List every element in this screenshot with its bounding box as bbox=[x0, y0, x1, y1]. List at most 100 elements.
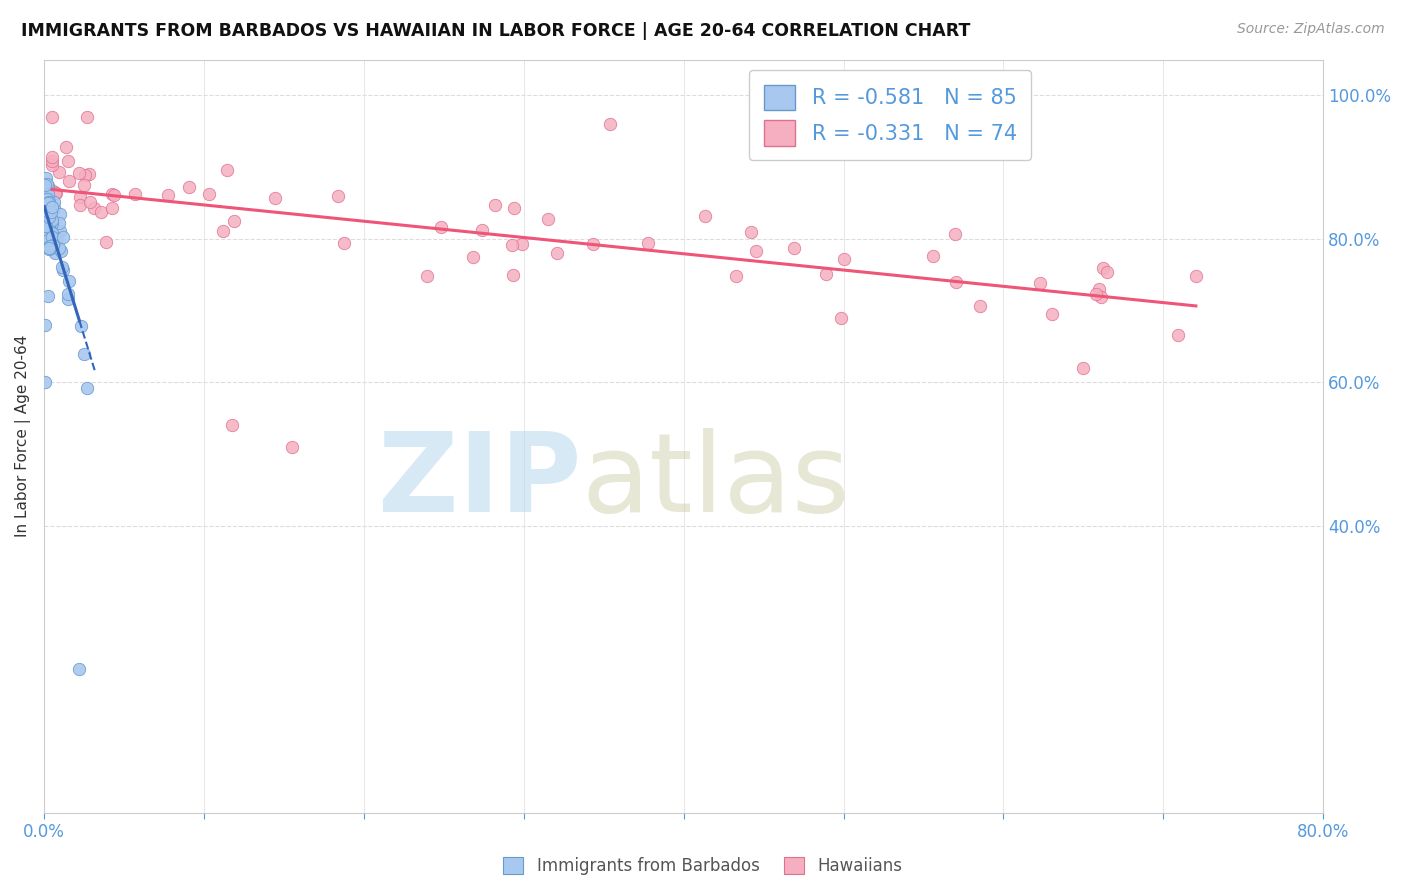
Point bbox=[58, 174, 80, 188]
Point bbox=[103, 187, 125, 202]
Point bbox=[537, 211, 560, 226]
Point bbox=[34, 204, 56, 219]
Point bbox=[599, 117, 621, 131]
Point bbox=[695, 209, 717, 223]
Point bbox=[73, 168, 96, 182]
Point bbox=[41, 216, 63, 230]
Point bbox=[90, 205, 112, 219]
Point bbox=[38, 216, 60, 230]
Point bbox=[42, 195, 65, 210]
Point bbox=[34, 206, 56, 220]
Point bbox=[222, 213, 245, 227]
Point bbox=[37, 216, 59, 230]
Point bbox=[94, 235, 117, 249]
Point bbox=[38, 211, 60, 226]
Point bbox=[34, 194, 56, 208]
Point bbox=[814, 267, 837, 281]
Point bbox=[745, 244, 768, 258]
Y-axis label: In Labor Force | Age 20-64: In Labor Force | Age 20-64 bbox=[15, 335, 31, 538]
Point bbox=[740, 225, 762, 239]
Point bbox=[969, 300, 991, 314]
Point bbox=[69, 198, 91, 212]
Point bbox=[38, 232, 60, 246]
Point bbox=[41, 153, 63, 168]
Point bbox=[39, 239, 62, 253]
Point bbox=[37, 202, 59, 217]
Point bbox=[69, 190, 91, 204]
Legend: Immigrants from Barbados, Hawaiians: Immigrants from Barbados, Hawaiians bbox=[495, 849, 911, 884]
Point bbox=[45, 231, 67, 245]
Point bbox=[582, 236, 605, 251]
Point bbox=[197, 187, 219, 202]
Point bbox=[41, 200, 63, 214]
Point bbox=[1084, 286, 1107, 301]
Point bbox=[35, 204, 58, 219]
Point bbox=[37, 200, 59, 214]
Point bbox=[48, 215, 70, 229]
Text: IMMIGRANTS FROM BARBADOS VS HAWAIIAN IN LABOR FORCE | AGE 20-64 CORRELATION CHAR: IMMIGRANTS FROM BARBADOS VS HAWAIIAN IN … bbox=[21, 22, 970, 40]
Point bbox=[943, 227, 966, 241]
Point bbox=[41, 229, 63, 244]
Point bbox=[42, 233, 65, 247]
Point bbox=[264, 192, 287, 206]
Point bbox=[35, 205, 58, 219]
Point bbox=[502, 268, 524, 282]
Point bbox=[56, 154, 79, 169]
Point bbox=[38, 217, 60, 231]
Point bbox=[34, 376, 56, 390]
Point bbox=[38, 234, 60, 248]
Point bbox=[39, 214, 62, 228]
Point bbox=[416, 269, 439, 284]
Point bbox=[44, 186, 66, 200]
Point bbox=[37, 207, 59, 221]
Point bbox=[52, 262, 75, 277]
Point bbox=[1029, 276, 1052, 290]
Point bbox=[1088, 282, 1111, 296]
Point bbox=[38, 211, 60, 226]
Point bbox=[37, 178, 59, 192]
Point bbox=[34, 178, 56, 192]
Point bbox=[79, 194, 101, 209]
Point bbox=[44, 186, 66, 200]
Point bbox=[281, 440, 304, 454]
Point bbox=[83, 201, 105, 215]
Point bbox=[1071, 361, 1094, 376]
Point bbox=[547, 246, 569, 260]
Point bbox=[39, 217, 62, 231]
Point bbox=[41, 226, 63, 240]
Point bbox=[37, 200, 59, 214]
Point bbox=[41, 237, 63, 252]
Point bbox=[215, 163, 238, 178]
Point bbox=[39, 233, 62, 247]
Point bbox=[34, 227, 56, 242]
Point bbox=[430, 220, 453, 235]
Legend: R = -0.581   N = 85, R = -0.331   N = 74: R = -0.581 N = 85, R = -0.331 N = 74 bbox=[749, 70, 1032, 161]
Point bbox=[157, 188, 180, 202]
Point bbox=[41, 184, 63, 198]
Point bbox=[461, 250, 484, 264]
Point bbox=[637, 236, 659, 251]
Point bbox=[101, 187, 124, 202]
Point bbox=[332, 236, 354, 251]
Point bbox=[55, 140, 77, 154]
Point bbox=[783, 241, 806, 255]
Point bbox=[51, 244, 73, 259]
Point bbox=[42, 238, 65, 252]
Point bbox=[41, 187, 63, 202]
Point bbox=[56, 286, 79, 301]
Point bbox=[35, 188, 58, 202]
Point bbox=[73, 347, 96, 361]
Point bbox=[38, 197, 60, 211]
Point bbox=[44, 246, 66, 260]
Point bbox=[38, 211, 60, 225]
Point bbox=[48, 242, 70, 256]
Point bbox=[1091, 260, 1114, 275]
Point bbox=[1185, 268, 1208, 283]
Point bbox=[35, 219, 58, 233]
Point bbox=[77, 167, 100, 181]
Point bbox=[1090, 289, 1112, 303]
Point bbox=[37, 289, 59, 303]
Point bbox=[38, 243, 60, 257]
Point bbox=[724, 268, 747, 283]
Point bbox=[35, 192, 58, 206]
